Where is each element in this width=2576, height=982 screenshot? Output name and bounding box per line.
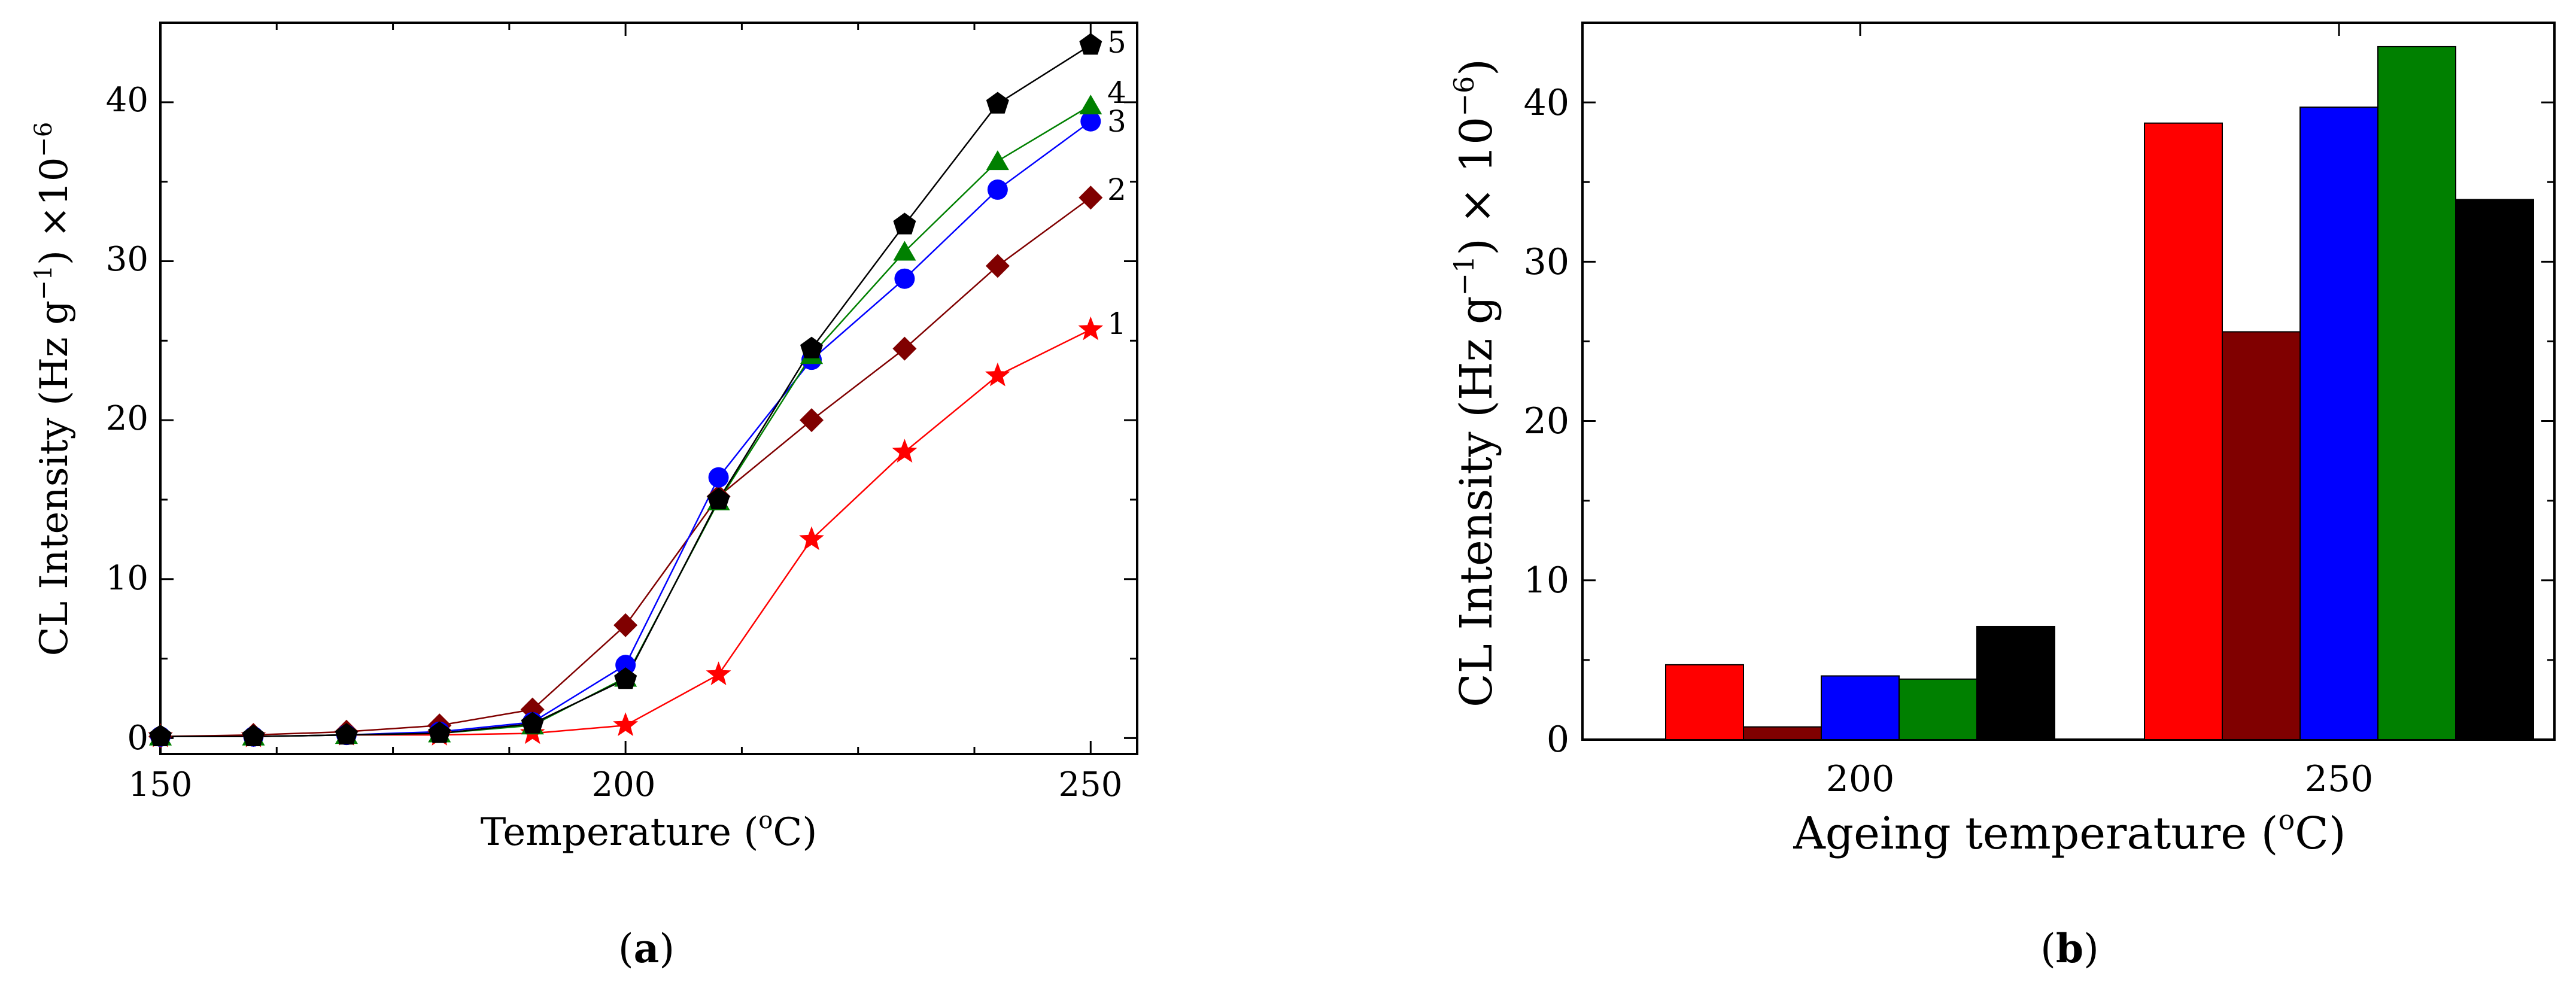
- panel-a-xtick-200: 200: [592, 765, 656, 804]
- series-label-1: 1: [1107, 306, 1126, 341]
- series-2-point: [800, 408, 824, 433]
- series-3-point: [987, 179, 1008, 200]
- series-label-5: 5: [1107, 25, 1126, 60]
- panel-a-ytick-0: 0: [127, 719, 148, 758]
- series-3-line: [160, 120, 1092, 738]
- series-1-point: [799, 526, 824, 551]
- series-1-point: [706, 661, 731, 685]
- panel-a-ytick-10: 10: [106, 559, 148, 598]
- panel-a-xtick-150: 150: [129, 765, 193, 804]
- series-1-point: [613, 712, 639, 736]
- panel-b-ytick-0: 0: [1547, 719, 1569, 761]
- panel-b-ytick-20: 20: [1524, 400, 1569, 442]
- panel-b-y-axis-title: CL Intensity (Hz g−1) × 10−6): [1448, 59, 1502, 707]
- series-1-point: [1078, 316, 1104, 340]
- series-3-point: [894, 268, 915, 289]
- panel-b-x-axis-title: Ageing temperature (oC): [1793, 804, 2346, 859]
- panel-a-ytick-40: 40: [106, 81, 148, 120]
- series-5-point: [521, 712, 544, 734]
- panel-b-xtick-200: 200: [1826, 758, 1895, 800]
- series-3-point: [1080, 111, 1101, 132]
- panel-a-x-axis-title: Temperature (oC): [481, 807, 818, 855]
- bar-200-series-3: [1821, 675, 1900, 740]
- panel-b-ytick-10: 10: [1524, 560, 1569, 601]
- series-label-3: 3: [1107, 104, 1126, 139]
- series-5-point: [149, 724, 172, 746]
- series-5-point: [986, 92, 1009, 114]
- panel-a-ticks: [159, 23, 1137, 754]
- series-5-point: [242, 724, 265, 746]
- panel-a-label: (a): [618, 925, 675, 972]
- series-4-point: [986, 150, 1009, 171]
- panel-b-bar-chart: 0 10 20 30 40 200 250 Ageing temperature…: [1448, 22, 2556, 972]
- series-2-point: [892, 336, 917, 361]
- panel-a-line-chart: 0 10 20 30 40 150 200 250 Temperature (o…: [30, 22, 1138, 972]
- bar-200-series-4: [1898, 678, 1977, 741]
- panel-a-ytick-20: 20: [106, 399, 148, 438]
- bar-250-series-1: [2144, 122, 2223, 741]
- series-4-line: [160, 105, 1091, 738]
- series-5-point: [614, 667, 637, 689]
- panel-b-ytick-40: 40: [1524, 82, 1569, 124]
- panel-b-plot-frame: [1581, 22, 2556, 741]
- series-2-point: [613, 613, 638, 637]
- bar-200-series-2: [1743, 726, 1822, 741]
- panel-a-ytick-30: 30: [106, 240, 148, 279]
- panel-b-ytick-30: 30: [1524, 241, 1569, 283]
- panel-b-label: (b): [2040, 925, 2099, 972]
- series-5-point: [800, 336, 823, 358]
- bar-250-series-5: [2455, 199, 2534, 740]
- series-4-point: [893, 241, 916, 261]
- bar-250-series-2: [2222, 331, 2301, 740]
- series-3-point: [615, 655, 636, 676]
- series-label-4: 4: [1107, 75, 1126, 110]
- series-3-point: [708, 467, 729, 488]
- series-1-point: [985, 362, 1010, 387]
- bar-200-series-5: [1976, 625, 2055, 740]
- series-5-point: [1079, 33, 1102, 55]
- series-5-point: [893, 212, 916, 235]
- series-5-point: [335, 723, 358, 745]
- series-5-point: [707, 488, 730, 510]
- bar-250-series-3: [2299, 107, 2378, 740]
- series-5-point: [428, 721, 451, 743]
- series-2-point: [985, 254, 1010, 278]
- panel-a-y-axis-title: CL Intensity (Hz g−1) ×10−6: [30, 122, 77, 656]
- panel-b-xtick-250: 250: [2305, 758, 2374, 800]
- panel-a-plot-frame: [159, 22, 1138, 755]
- series-4-point: [1079, 95, 1102, 115]
- panel-a-markers: [148, 33, 1104, 749]
- panel-b-bars: [1665, 45, 2534, 741]
- bar-250-series-4: [2377, 45, 2456, 740]
- series-1-point: [892, 439, 918, 463]
- series-2-point: [1079, 186, 1103, 210]
- series-label-2: 2: [1107, 172, 1126, 207]
- bar-200-series-1: [1665, 664, 1744, 741]
- panel-a-xtick-250: 250: [1059, 765, 1123, 804]
